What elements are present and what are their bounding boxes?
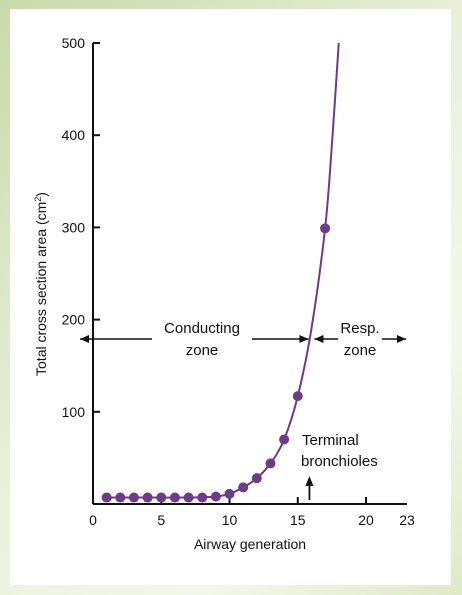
y-axis-label-main: Total cross section area (cm [33,202,49,376]
data-point [279,434,290,445]
chart-axes [92,43,407,505]
y-axis-label-superscript: 2 [33,197,43,202]
data-point [320,223,331,234]
data-point [115,492,126,503]
data-point [265,458,276,469]
x-tick-label: 0 [89,512,97,528]
chart-ticks: 100 200 300 400 500 0 5 10 15 20 23 [62,35,415,528]
conducting-left-arrowhead [80,335,89,343]
resp-zone-label-line2: zone [344,342,377,359]
resp-zone-label-line1: Resp. [340,320,379,337]
x-tick-label: 23 [399,512,415,528]
y-tick-label: 500 [62,35,86,51]
y-tick-label: 200 [62,312,86,328]
data-series [101,42,340,503]
y-tick-label: 100 [62,404,86,420]
data-point [210,491,221,502]
terminal-label-line1: Terminal [302,432,359,449]
resp-right-arrowhead [397,335,406,343]
conducting-zone-label-line2: zone [186,342,219,359]
data-point [292,391,303,402]
data-point [101,492,112,503]
x-axis-label: Airway generation [194,536,306,552]
terminal-label-line2: bronchioles [301,453,378,470]
data-point [224,488,235,499]
y-axis-label: Total cross section area (cm2) [33,192,49,376]
data-point [142,492,153,503]
zone-annotations: Conducting zone Resp. zone Terminal bronchiol… [80,320,406,500]
conducting-right-arrowhead [299,335,309,343]
data-point [128,492,139,503]
data-point [251,473,262,484]
series-line [106,42,340,499]
data-point [183,492,194,503]
x-tick-label: 5 [157,512,165,528]
conducting-zone-label-line1: Conducting [164,320,240,337]
x-tick-label: 15 [290,512,306,528]
data-point [156,492,167,503]
data-point [197,492,208,503]
data-point [238,482,249,493]
terminal-arrowhead [305,476,314,486]
x-tick-label: 10 [222,512,238,528]
y-axis-label-close: ) [33,192,49,197]
x-tick-label: 20 [358,512,374,528]
resp-left-arrowhead [314,335,324,343]
y-tick-label: 300 [62,219,86,235]
y-tick-label: 400 [62,127,86,143]
data-point [169,492,180,503]
